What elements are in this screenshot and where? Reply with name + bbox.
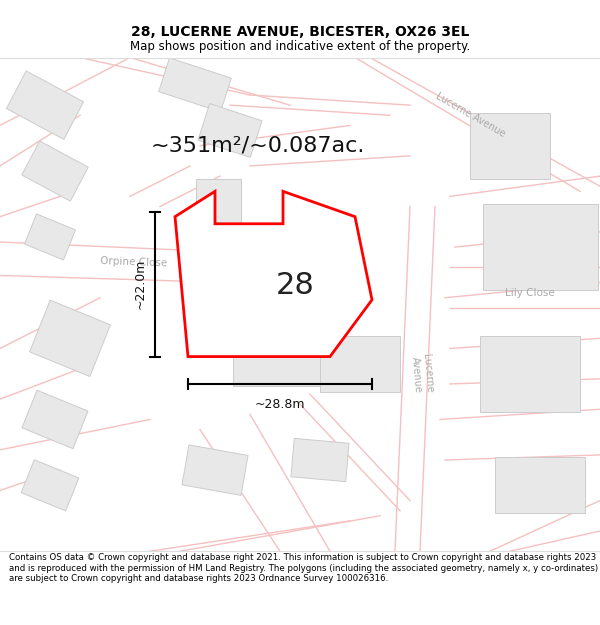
Polygon shape xyxy=(470,112,550,179)
Polygon shape xyxy=(25,214,76,260)
Text: ~22.0m: ~22.0m xyxy=(134,259,147,309)
Polygon shape xyxy=(320,336,400,392)
Polygon shape xyxy=(291,438,349,482)
Polygon shape xyxy=(480,336,580,412)
Text: Contains OS data © Crown copyright and database right 2021. This information is : Contains OS data © Crown copyright and d… xyxy=(9,553,598,583)
Polygon shape xyxy=(22,390,88,449)
Text: Orpine Close: Orpine Close xyxy=(100,256,167,269)
Text: 28, LUCERNE AVENUE, BICESTER, OX26 3EL: 28, LUCERNE AVENUE, BICESTER, OX26 3EL xyxy=(131,26,469,39)
Polygon shape xyxy=(196,179,241,234)
Text: 28: 28 xyxy=(275,271,314,300)
Polygon shape xyxy=(158,58,232,112)
Text: Map shows position and indicative extent of the property.: Map shows position and indicative extent… xyxy=(130,41,470,53)
Polygon shape xyxy=(21,460,79,511)
Polygon shape xyxy=(495,458,585,513)
Polygon shape xyxy=(175,191,372,357)
Polygon shape xyxy=(182,445,248,496)
Text: Lucerne Avenue: Lucerne Avenue xyxy=(434,91,506,139)
Polygon shape xyxy=(233,331,328,386)
Text: Lily Close: Lily Close xyxy=(505,288,555,298)
Polygon shape xyxy=(22,141,88,201)
Text: Lucerne
Avenue: Lucerne Avenue xyxy=(410,353,434,394)
Text: ~28.8m: ~28.8m xyxy=(255,398,305,411)
Polygon shape xyxy=(29,300,110,376)
Polygon shape xyxy=(482,204,598,290)
Polygon shape xyxy=(7,71,83,139)
Text: ~351m²/~0.087ac.: ~351m²/~0.087ac. xyxy=(151,136,365,156)
Polygon shape xyxy=(198,104,262,158)
